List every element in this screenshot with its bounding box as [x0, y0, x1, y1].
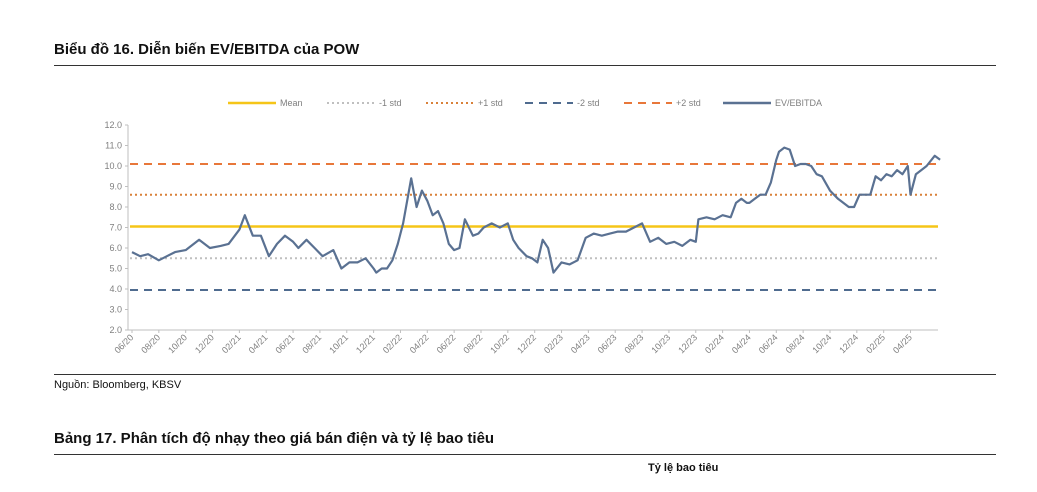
y-tick-label: 9.0 [109, 182, 122, 192]
y-tick-label: 10.0 [104, 161, 122, 171]
y-tick-label: 4.0 [109, 284, 122, 294]
x-tick-label: 06/21 [273, 332, 296, 355]
table-column-header: Tỷ lệ bao tiêu [648, 462, 719, 474]
x-tick-label: 10/22 [488, 332, 511, 355]
x-tick-label: 12/23 [676, 332, 699, 355]
legend-label: +1 std [478, 98, 503, 108]
y-tick-label: 12.0 [104, 120, 122, 130]
source-rule [54, 374, 996, 375]
y-axis: 2.0 3.0 4.0 5.0 6.0 7.0 8.0 9.0 10.0 11.0 12.0 [104, 120, 938, 335]
figure-title: Biểu đồ 16. Diễn biến EV/EBITDA của POW [54, 41, 360, 58]
source-note: Nguồn: Bloomberg, KBSV [54, 379, 182, 391]
legend-label: EV/EBITDA [775, 98, 822, 108]
x-tick-label: 12/21 [354, 332, 377, 355]
x-tick-label: 06/22 [435, 332, 458, 355]
y-tick-label: 2.0 [109, 325, 122, 335]
x-tick-label: 08/21 [300, 332, 323, 355]
x-tick-label: 02/24 [703, 332, 726, 355]
y-tick-label: 5.0 [109, 264, 122, 274]
x-tick-label: 10/24 [810, 332, 833, 355]
x-tick-label: 08/24 [784, 332, 807, 355]
reference-lines [130, 162, 938, 292]
x-tick-label: 12/24 [837, 332, 860, 355]
x-tick-label: 02/21 [220, 332, 243, 355]
y-tick-label: 7.0 [109, 223, 122, 233]
x-tick-label: 10/23 [649, 332, 672, 355]
legend-label: +2 std [676, 98, 701, 108]
x-tick-label: 08/22 [461, 332, 484, 355]
table-title: Bảng 17. Phân tích độ nhạy theo giá bán … [54, 430, 495, 447]
series-layer [131, 146, 941, 274]
x-tick-label: 02/23 [542, 332, 565, 355]
x-tick-label: 06/23 [596, 332, 619, 355]
y-tick-label: 6.0 [109, 243, 122, 253]
table-rule [54, 454, 996, 455]
legend-label: -2 std [577, 98, 600, 108]
x-tick-label: 04/22 [408, 332, 431, 355]
x-tick-label: 08/20 [139, 332, 162, 355]
x-tick-label: 06/20 [112, 332, 135, 355]
x-tick-label: 04/21 [247, 332, 270, 355]
y-tick-label: 3.0 [109, 305, 122, 315]
x-tick-label: 04/23 [569, 332, 592, 355]
x-axis: 06/20 08/20 10/20 12/20 02/21 04/21 06/21 08/21… [112, 330, 914, 355]
ev-ebitda-chart: Mean -1 std +1 std -2 std +2 std EV/EBITDA 2.… [104, 98, 941, 355]
x-tick-label: 12/22 [515, 332, 538, 355]
x-tick-label: 04/24 [730, 332, 753, 355]
x-tick-label: 08/23 [622, 332, 645, 355]
legend-label: -1 std [379, 98, 402, 108]
y-tick-label: 8.0 [109, 202, 122, 212]
x-tick-label: 04/25 [891, 332, 914, 355]
y-tick-label: 11.0 [105, 141, 122, 151]
x-tick-label: 02/22 [381, 332, 404, 355]
ev-ebitda-series-line [131, 146, 941, 274]
title-rule [54, 65, 996, 66]
x-tick-label: 12/20 [193, 332, 216, 355]
x-tick-label: 02/25 [864, 332, 887, 355]
legend: Mean -1 std +1 std -2 std +2 std EV/EBITDA [228, 98, 822, 108]
x-tick-label: 10/21 [327, 332, 350, 355]
x-tick-label: 10/20 [166, 332, 189, 355]
legend-label: Mean [280, 98, 303, 108]
x-tick-label: 06/24 [757, 332, 780, 355]
